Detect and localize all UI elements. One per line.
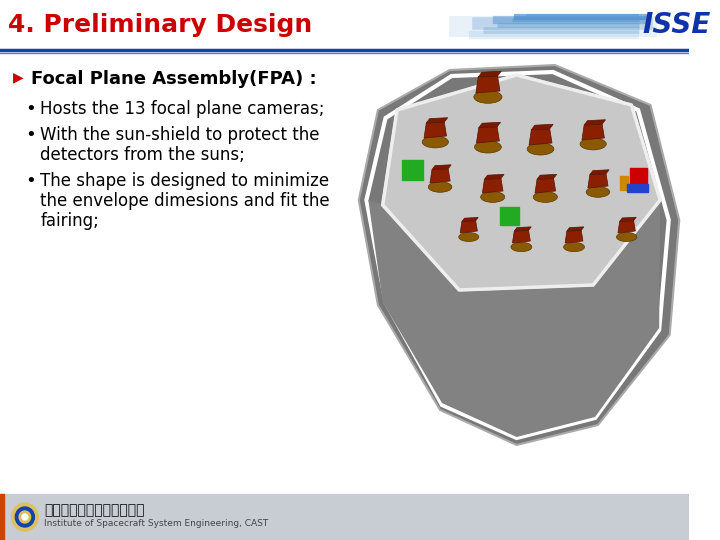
Polygon shape [567, 227, 584, 231]
Polygon shape [426, 118, 448, 123]
Text: •: • [25, 172, 35, 190]
Text: Hosts the 13 focal plane cameras;: Hosts the 13 focal plane cameras; [40, 100, 325, 118]
Text: With the sun-shield to protect the: With the sun-shield to protect the [40, 126, 320, 144]
Polygon shape [529, 129, 552, 145]
Polygon shape [430, 168, 450, 183]
Polygon shape [485, 174, 504, 179]
Bar [0, 494, 4, 540]
Ellipse shape [580, 138, 606, 150]
Polygon shape [620, 217, 636, 221]
Polygon shape [369, 200, 660, 437]
Ellipse shape [534, 192, 557, 202]
Polygon shape [479, 122, 500, 127]
Polygon shape [477, 127, 500, 143]
Polygon shape [476, 76, 500, 93]
Ellipse shape [474, 141, 501, 153]
Text: the envelope dimesions and fit the: the envelope dimesions and fit the [40, 192, 330, 210]
Text: Institute of Spacecraft System Engineering, CAST: Institute of Spacecraft System Engineeri… [44, 519, 269, 529]
Polygon shape [383, 75, 660, 290]
Polygon shape [531, 124, 553, 130]
Polygon shape [482, 178, 503, 193]
Circle shape [22, 514, 28, 520]
Polygon shape [462, 218, 478, 221]
Polygon shape [432, 165, 451, 170]
Bar [626, 184, 648, 192]
Polygon shape [460, 221, 477, 233]
Ellipse shape [511, 242, 532, 252]
Bar [0, 494, 689, 540]
Bar [402, 160, 423, 180]
Text: ▶: ▶ [14, 70, 24, 84]
Text: •: • [25, 100, 35, 118]
Polygon shape [478, 71, 501, 77]
Bar [620, 176, 628, 190]
Ellipse shape [586, 187, 610, 197]
Polygon shape [359, 65, 679, 445]
Text: Focal Plane Assembly(FPA) :: Focal Plane Assembly(FPA) : [31, 70, 316, 88]
Circle shape [15, 507, 35, 527]
Polygon shape [514, 227, 531, 231]
Polygon shape [590, 170, 609, 174]
Ellipse shape [527, 143, 554, 155]
Polygon shape [537, 174, 557, 179]
Bar [629, 168, 647, 184]
Polygon shape [565, 231, 583, 243]
Text: •: • [25, 126, 35, 144]
Polygon shape [582, 124, 604, 140]
Bar [0, 0, 689, 50]
Polygon shape [584, 120, 606, 125]
Bar [500, 207, 520, 225]
Circle shape [12, 503, 38, 531]
Polygon shape [618, 221, 635, 233]
Text: detectors from the suns;: detectors from the suns; [40, 146, 245, 164]
Polygon shape [588, 174, 608, 188]
Polygon shape [383, 75, 660, 290]
Circle shape [19, 511, 31, 523]
Ellipse shape [459, 233, 479, 241]
Ellipse shape [422, 136, 449, 148]
Text: ISSE: ISSE [643, 11, 711, 39]
Text: The shape is designed to minimize: The shape is designed to minimize [40, 172, 329, 190]
Ellipse shape [481, 192, 505, 202]
Ellipse shape [474, 91, 502, 103]
Text: 中国空间技术研究院总体部: 中国空间技术研究院总体部 [44, 503, 145, 517]
Polygon shape [513, 231, 531, 243]
Polygon shape [535, 178, 556, 193]
Text: 4. Preliminary Design: 4. Preliminary Design [8, 13, 312, 37]
Ellipse shape [428, 182, 452, 192]
Ellipse shape [616, 232, 636, 241]
Text: fairing;: fairing; [40, 212, 99, 230]
Polygon shape [424, 122, 446, 138]
Ellipse shape [564, 242, 585, 252]
